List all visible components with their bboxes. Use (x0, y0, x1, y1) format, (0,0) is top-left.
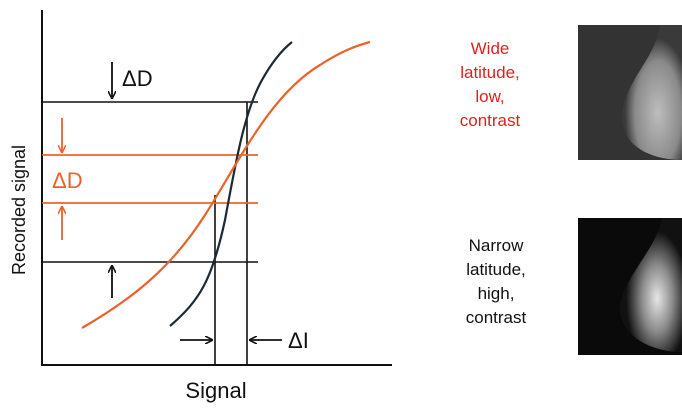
narrow-curve (169, 41, 293, 327)
x-axis-label: Signal (185, 378, 246, 403)
caption-line: Narrow (469, 236, 525, 255)
orange-guides (42, 154, 258, 204)
breast-shape (621, 25, 682, 160)
caption-line: contrast (460, 111, 521, 130)
caption-line: low, (475, 87, 504, 106)
caption-line: contrast (466, 308, 527, 327)
caption-line: high, (478, 284, 515, 303)
y-axis-label: Recorded signal (9, 145, 29, 275)
delta-d-black: ΔD (122, 66, 153, 91)
narrow-caption: Narrow latitude, high, contrast (466, 236, 527, 327)
caption-line: latitude, (460, 63, 520, 82)
wide-caption: Wide latitude, low, contrast (460, 39, 521, 130)
delta-d-orange: ΔD (52, 168, 83, 193)
caption-line: Wide (471, 39, 510, 58)
delta-i: ΔI (288, 328, 309, 353)
caption-line: latitude, (466, 260, 526, 279)
black-guides (42, 101, 258, 365)
wide-curve (81, 40, 371, 329)
breast-shape (619, 218, 682, 352)
